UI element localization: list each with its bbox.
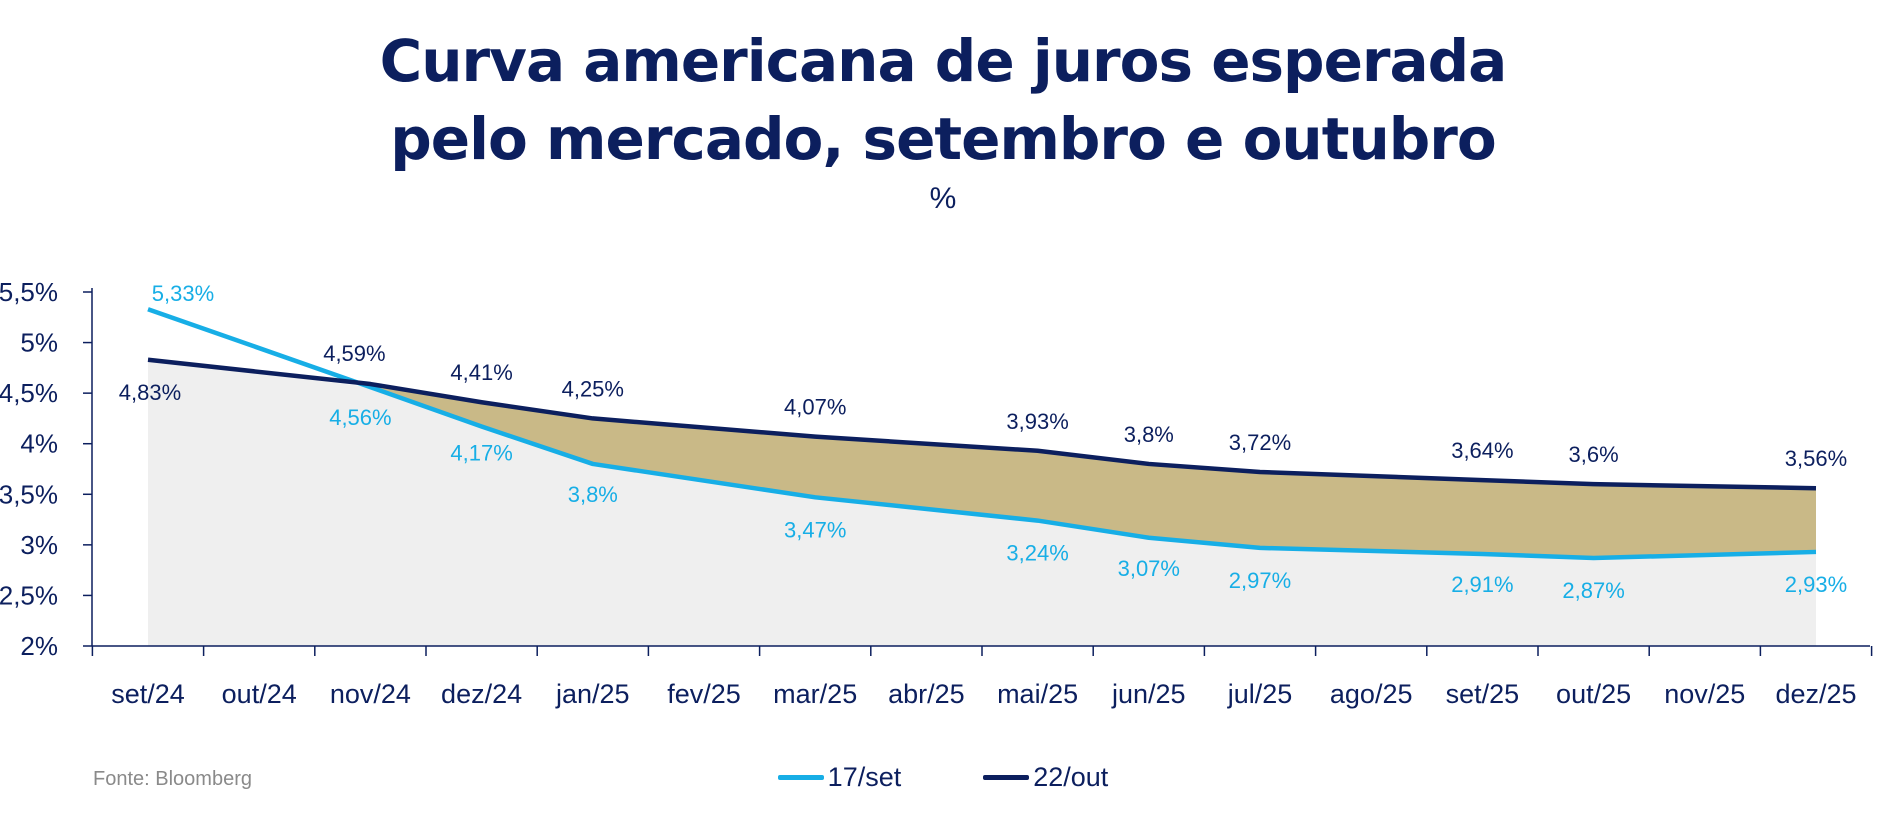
data-label-22out: 3,56% — [1785, 446, 1847, 471]
data-label-17set: 5,33% — [152, 281, 214, 306]
x-tick-label: mar/25 — [773, 679, 857, 709]
x-tick-label: ago/25 — [1330, 679, 1413, 709]
legend-label-sep: 17/set — [827, 762, 902, 792]
data-label-17set: 2,91% — [1451, 572, 1513, 597]
data-label-17set: 3,8% — [568, 482, 618, 507]
data-label-17set: 3,07% — [1118, 556, 1180, 581]
chart-title: Curva americana de juros esperada pelo m… — [0, 22, 1886, 178]
data-label-17set: 4,17% — [450, 441, 512, 466]
area-below — [148, 359, 1816, 646]
area-between-curves — [357, 382, 1817, 559]
x-tick-label: dez/24 — [441, 679, 522, 709]
x-tick-label: fev/25 — [667, 679, 741, 709]
chart-title-line-2: pelo mercado, setembro e outubro — [390, 105, 1496, 173]
x-tick-label: jun/25 — [1111, 679, 1186, 709]
data-label-22out: 3,8% — [1124, 422, 1174, 447]
legend-item-oct: 22/out — [983, 762, 1108, 793]
series-line-22out — [147, 357, 1817, 491]
data-label-17set: 2,93% — [1785, 572, 1847, 597]
y-tick-label: 3,5% — [0, 479, 58, 509]
x-tick-label: mai/25 — [997, 679, 1078, 709]
chart-title-line-1: Curva americana de juros esperada — [379, 27, 1508, 95]
x-tick-label: set/24 — [111, 679, 185, 709]
chart-unit: % — [929, 182, 957, 215]
data-label-22out: 3,6% — [1569, 442, 1619, 467]
data-label-22out: 4,41% — [450, 360, 512, 385]
source-note: Fonte: Bloomberg — [93, 768, 252, 790]
data-label-22out: 4,83% — [119, 380, 181, 405]
x-tick-label: set/25 — [1446, 679, 1520, 709]
legend-swatch-sep — [777, 775, 824, 780]
data-label-17set: 3,47% — [784, 517, 846, 542]
y-tick-label: 4,5% — [0, 378, 58, 408]
data-label-22out: 4,25% — [562, 376, 624, 401]
x-tick-label: jan/25 — [555, 679, 630, 709]
data-label-22out: 3,93% — [1006, 409, 1068, 434]
legend: 17/set 22/out — [0, 762, 1886, 793]
x-tick-label: out/25 — [1556, 679, 1631, 709]
series-line-17set — [147, 307, 1817, 561]
legend-label-oct: 22/out — [1033, 762, 1109, 792]
y-tick-label: 3% — [20, 530, 58, 560]
data-label-17set: 4,56% — [329, 405, 391, 430]
x-tick-label: jul/25 — [1227, 679, 1293, 709]
x-tick-label: dez/25 — [1775, 679, 1856, 709]
x-tick-label: abr/25 — [888, 679, 965, 709]
y-tick-label: 5,5% — [0, 277, 58, 307]
y-tick-label: 5% — [20, 328, 58, 358]
x-tick-label: nov/25 — [1664, 679, 1745, 709]
data-label-17set: 2,87% — [1562, 578, 1624, 603]
data-label-17set: 2,97% — [1229, 568, 1291, 593]
y-tick-label: 4% — [20, 429, 58, 459]
y-tick-label: 2% — [20, 631, 58, 661]
data-label-22out: 3,72% — [1229, 430, 1291, 455]
x-tick-label: nov/24 — [330, 679, 411, 709]
legend-swatch-oct — [983, 775, 1030, 780]
y-tick-label: 2,5% — [0, 580, 58, 610]
data-label-22out: 4,59% — [323, 341, 385, 366]
x-tick-label: out/24 — [222, 679, 297, 709]
data-label-22out: 3,64% — [1451, 438, 1513, 463]
data-label-22out: 4,07% — [784, 395, 846, 420]
legend-item-sep: 17/set — [777, 762, 902, 793]
data-label-17set: 3,24% — [1006, 541, 1068, 566]
